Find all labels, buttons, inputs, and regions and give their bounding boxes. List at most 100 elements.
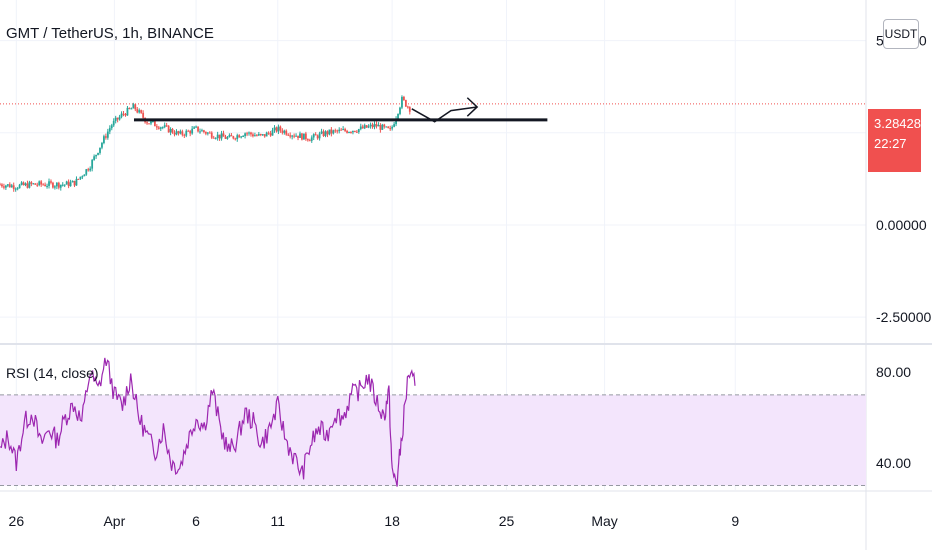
candle-body — [393, 124, 396, 127]
arrow-head[interactable] — [466, 97, 479, 117]
candle-body — [373, 124, 376, 128]
candle-body — [365, 125, 368, 128]
candle-body — [195, 126, 197, 128]
currency-button[interactable]: USDT — [883, 19, 919, 49]
candle-body — [289, 135, 292, 137]
candle-body — [46, 185, 48, 187]
candle-body — [332, 130, 335, 134]
candle-body — [110, 125, 113, 129]
candle-body — [38, 181, 41, 185]
candle-body — [342, 129, 345, 131]
last-price-badge: 3.28428 22:27 — [868, 109, 921, 172]
x-tick-label-7: 9 — [731, 513, 739, 529]
candle-body — [263, 134, 266, 137]
candle-body — [191, 128, 194, 134]
candle-body — [293, 135, 296, 137]
candle-body — [214, 138, 217, 140]
candle-body — [91, 159, 94, 169]
candle-body — [350, 131, 352, 133]
candle-body — [375, 124, 378, 127]
candle-body — [253, 135, 256, 137]
candle-body — [61, 184, 64, 186]
candle-body — [232, 136, 235, 139]
candle-body — [171, 129, 174, 133]
candle-body — [352, 130, 354, 133]
candle-body — [114, 117, 117, 121]
candle-body — [99, 147, 101, 153]
candle-body — [222, 133, 225, 137]
candle-body — [155, 126, 158, 128]
candle-body — [181, 131, 184, 135]
candle-body — [238, 135, 241, 138]
candle-body — [395, 118, 397, 125]
x-tick-label-0: 26 — [9, 513, 25, 529]
rsi-band-fill — [0, 394, 866, 486]
candle-body — [67, 181, 70, 187]
candle-body — [142, 112, 145, 118]
candle-body — [210, 132, 213, 138]
candle-body — [87, 169, 90, 171]
candle-body — [65, 181, 68, 185]
candle-body — [230, 135, 233, 137]
candle-body — [273, 127, 276, 131]
candle-body — [397, 113, 399, 119]
main-y-tick-label-1: 0.00000 — [876, 217, 927, 233]
candle-body — [212, 137, 215, 139]
candle-body — [320, 131, 323, 134]
candle-body — [226, 137, 229, 139]
candle-body — [201, 130, 203, 132]
candle-body — [314, 134, 317, 136]
candle-body — [242, 136, 245, 138]
candle-body — [259, 134, 262, 136]
candle-body — [344, 129, 346, 131]
rsi-y-tick-label-0: 80.00 — [876, 364, 911, 380]
candle-body — [79, 176, 82, 179]
candle-body — [406, 106, 409, 108]
last-price-value: 3.28428 — [874, 116, 921, 131]
candle-body — [385, 126, 388, 128]
candle-body — [10, 185, 13, 188]
candle-body — [318, 133, 321, 139]
candle-body — [199, 131, 201, 133]
candle-body — [357, 129, 360, 133]
candle-body — [152, 121, 154, 123]
candle-body — [122, 113, 125, 115]
candle-body — [24, 183, 27, 186]
candle-body — [153, 121, 156, 127]
candle-body — [30, 182, 33, 184]
candle-body — [224, 136, 227, 139]
candle-body — [324, 131, 327, 137]
candle-body — [287, 134, 290, 136]
candle-body — [240, 136, 243, 138]
candle-body — [161, 127, 164, 129]
x-tick-label-6: May — [591, 513, 617, 529]
candle-body — [63, 184, 66, 186]
candle-body — [346, 130, 348, 133]
candle-body — [310, 137, 313, 141]
bar-countdown: 22:27 — [874, 136, 907, 151]
candle-body — [134, 104, 137, 110]
candle-body — [18, 184, 21, 189]
candle-body — [208, 132, 211, 134]
candle-body — [118, 116, 121, 120]
candle-body — [6, 184, 9, 186]
projection-arrow-path[interactable] — [411, 106, 478, 123]
candle-body — [16, 188, 19, 190]
candle-body — [44, 184, 46, 187]
candle-body — [59, 184, 62, 188]
candle-body — [334, 130, 337, 132]
candle-body — [148, 123, 150, 125]
x-tick-label-5: 25 — [499, 513, 515, 529]
candle-body — [377, 125, 380, 127]
candle-body — [250, 132, 252, 135]
candle-body — [52, 182, 54, 188]
rsi-indicator-label[interactable]: RSI (14, close) — [6, 365, 99, 381]
candle-body — [359, 126, 362, 130]
main-y-tick-label-2: -2.50000 — [876, 309, 931, 325]
x-tick-label-1: Apr — [103, 513, 125, 529]
candle-body — [408, 106, 411, 112]
candle-body — [20, 182, 23, 185]
candle-body — [0, 184, 1, 186]
candle-body — [379, 125, 382, 130]
